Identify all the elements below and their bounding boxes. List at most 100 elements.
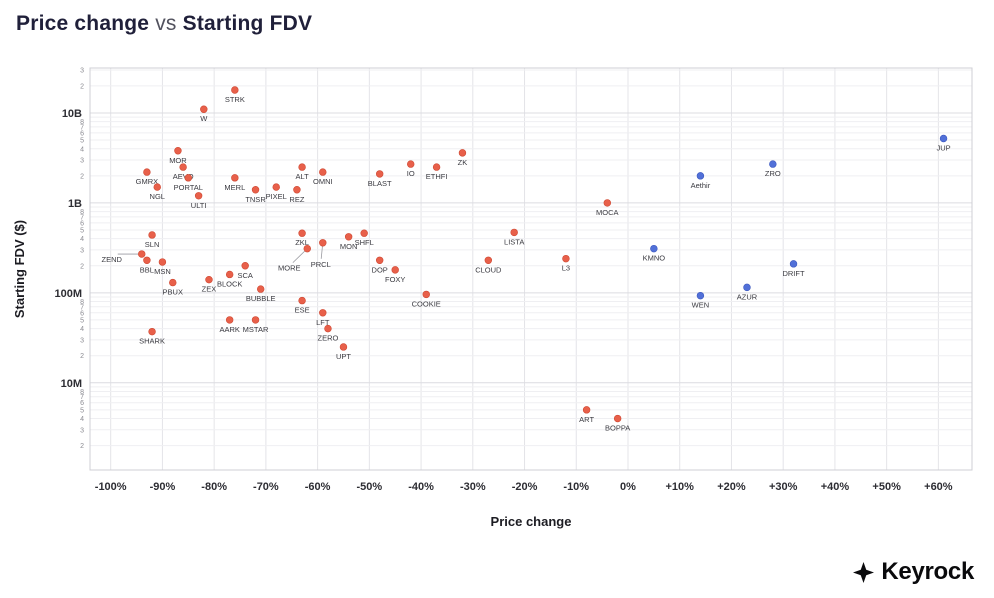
data-point-azur[interactable]	[743, 283, 751, 292]
data-point-cloud[interactable]	[484, 256, 493, 265]
data-point-cookie[interactable]	[422, 290, 430, 299]
data-point-block[interactable]	[225, 270, 234, 279]
x-tick-label: +40%	[821, 481, 850, 493]
x-tick-label: +50%	[872, 481, 901, 493]
point-label: ZRO	[765, 169, 781, 178]
x-tick-label: -10%	[563, 481, 589, 493]
point-label: ZEX	[202, 285, 217, 294]
data-point-aethir[interactable]	[696, 172, 705, 180]
data-point-bubble[interactable]	[257, 285, 265, 293]
point-label: MSN	[154, 267, 171, 276]
point-label: MSTAR	[243, 325, 269, 334]
y-tick-label-minor: 4	[80, 416, 84, 423]
data-point-gmrx[interactable]	[143, 168, 151, 176]
data-point-boppa[interactable]	[613, 414, 622, 423]
data-point-blast[interactable]	[375, 170, 384, 178]
data-point-mor[interactable]	[174, 147, 182, 155]
data-point-prcl[interactable]	[319, 239, 327, 247]
point-label: ALT	[295, 172, 309, 181]
data-point-merl[interactable]	[231, 174, 239, 182]
y-tick-label-minor: 3	[80, 68, 84, 75]
point-label: PORTAL	[174, 183, 203, 192]
data-point-bbl[interactable]	[143, 256, 151, 265]
chart-title: Price change vs Starting FDV	[16, 12, 312, 36]
data-point-ngl[interactable]	[153, 183, 161, 191]
data-point-zex[interactable]	[205, 275, 213, 284]
point-label: ETHFI	[426, 172, 448, 181]
point-label: MORE	[278, 264, 301, 273]
data-point-shfl[interactable]	[360, 229, 368, 237]
data-point-zend[interactable]	[138, 250, 146, 258]
data-point-more[interactable]	[303, 244, 311, 253]
data-point-omni[interactable]	[319, 168, 327, 176]
y-tick-label-minor: 2	[80, 173, 84, 180]
y-axis-title: Starting FDV ($)	[12, 220, 27, 318]
y-tick-label-major: 100M	[54, 288, 82, 300]
data-point-msn[interactable]	[158, 258, 167, 266]
data-point-zro[interactable]	[769, 160, 777, 168]
data-point-drift[interactable]	[789, 260, 798, 268]
y-tick-label-minor: 6	[80, 400, 84, 407]
point-label: OMNI	[313, 177, 333, 186]
x-tick-label: -20%	[512, 481, 538, 493]
point-label: ZKL	[295, 238, 309, 247]
keyrock-logo: Keyrock	[853, 558, 974, 586]
data-point-foxy[interactable]	[391, 266, 399, 274]
point-label: DOP	[372, 265, 388, 274]
data-point-pbux[interactable]	[169, 278, 177, 287]
y-tick-label-major: 1B	[68, 198, 82, 210]
data-point-mstar[interactable]	[251, 316, 260, 324]
y-tick-label-minor: 3	[80, 157, 84, 164]
point-label: SHFL	[355, 238, 374, 247]
data-point-io[interactable]	[407, 160, 415, 168]
data-point-zk[interactable]	[458, 149, 467, 157]
data-point-zkl[interactable]	[298, 229, 306, 237]
y-tick-label-minor: 7	[80, 394, 84, 401]
point-label: MON	[340, 242, 358, 251]
point-label: SCA	[237, 271, 252, 280]
y-tick-label-minor: 2	[80, 353, 84, 360]
y-tick-label-minor: 6	[80, 310, 84, 317]
data-point-pixel[interactable]	[272, 183, 280, 191]
data-point-dop[interactable]	[375, 256, 384, 265]
data-point-mon[interactable]	[344, 233, 353, 241]
data-point-ulti[interactable]	[194, 192, 203, 200]
data-point-aark[interactable]	[225, 316, 234, 324]
data-point-sln[interactable]	[148, 231, 156, 239]
data-point-rez[interactable]	[293, 186, 301, 194]
point-label: CLOUD	[475, 265, 502, 274]
x-tick-label: +20%	[717, 481, 746, 493]
point-label: ZERO	[318, 334, 339, 343]
data-point-portal[interactable]	[184, 174, 192, 182]
y-tick-label-minor: 5	[80, 407, 84, 414]
data-point-tnsr[interactable]	[251, 186, 260, 194]
point-label: DRIFT	[782, 269, 804, 278]
data-point-alt[interactable]	[298, 163, 306, 171]
data-point-art[interactable]	[582, 406, 591, 414]
data-point-moca[interactable]	[603, 199, 612, 207]
data-point-sca[interactable]	[241, 262, 249, 270]
data-point-strk[interactable]	[231, 86, 239, 94]
data-point-shark[interactable]	[148, 327, 156, 336]
point-label: AZUR	[737, 292, 758, 301]
data-point-lft[interactable]	[319, 309, 327, 317]
y-tick-label-minor: 4	[80, 236, 84, 243]
point-label: ESE	[295, 306, 310, 315]
data-point-wen[interactable]	[696, 291, 705, 300]
data-point-ethfi[interactable]	[432, 163, 441, 171]
point-label: LISTA	[504, 237, 524, 246]
x-tick-label: -80%	[201, 481, 227, 493]
data-point-kmno[interactable]	[650, 244, 658, 253]
data-point-l3[interactable]	[562, 254, 570, 263]
data-point-aevo[interactable]	[179, 163, 187, 171]
y-tick-label-minor: 6	[80, 220, 84, 227]
data-point-ese[interactable]	[298, 296, 306, 305]
data-point-zero[interactable]	[324, 324, 332, 333]
title-part-2: Starting FDV	[182, 12, 313, 35]
data-point-w[interactable]	[200, 105, 208, 113]
x-axis-title: Price change	[491, 514, 572, 529]
data-point-jup[interactable]	[939, 134, 948, 143]
data-point-lista[interactable]	[510, 228, 518, 237]
data-point-upt[interactable]	[339, 343, 348, 351]
y-tick-label-minor: 4	[80, 326, 84, 333]
